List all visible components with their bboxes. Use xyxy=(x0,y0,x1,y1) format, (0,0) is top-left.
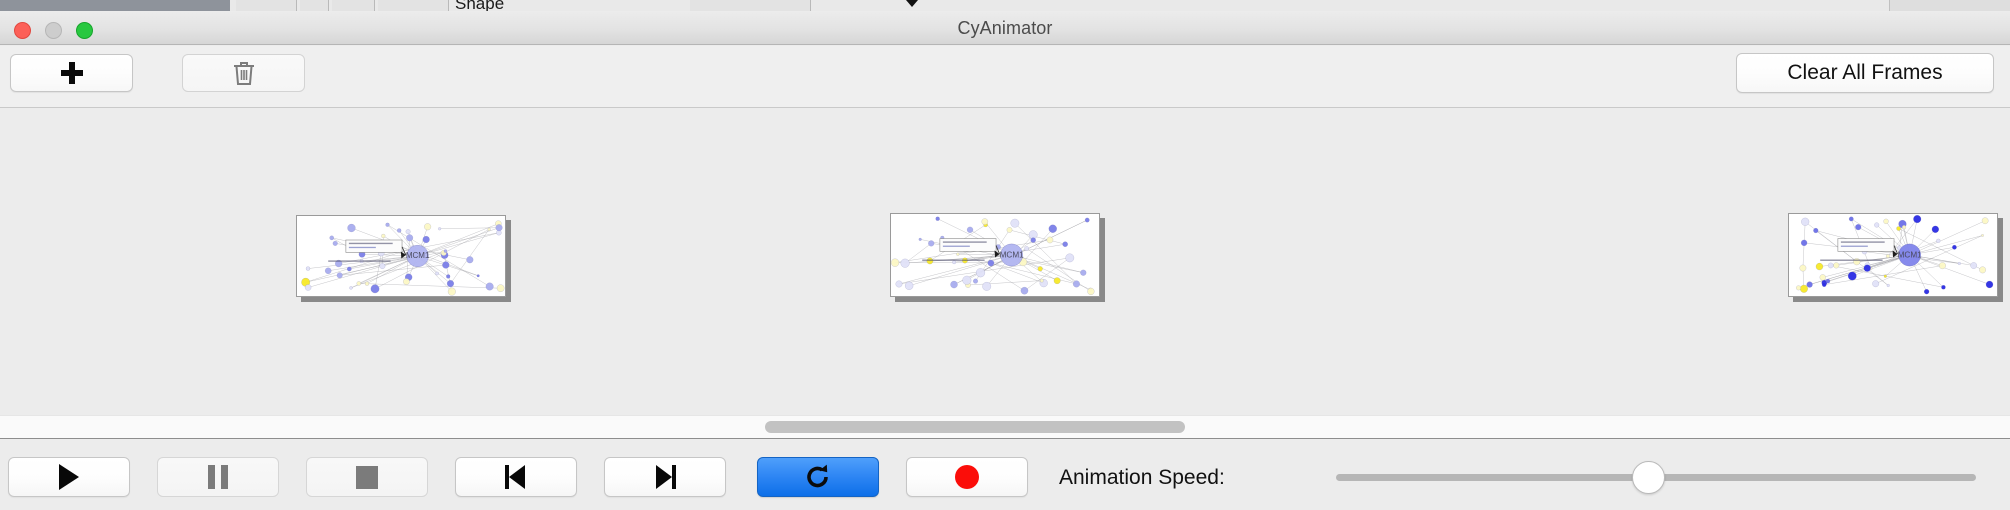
loop-icon xyxy=(807,464,828,488)
background-tab xyxy=(236,0,297,11)
scrollbar-thumb[interactable] xyxy=(765,421,1185,433)
trash-icon xyxy=(233,62,254,85)
background-tab xyxy=(690,0,811,11)
animation-speed-label: Animation Speed: xyxy=(1059,466,1225,489)
loop-button[interactable] xyxy=(757,457,879,497)
background-window-dark-panel xyxy=(0,0,230,11)
stop-icon xyxy=(356,465,378,489)
timeline-frame[interactable] xyxy=(296,215,506,297)
timeline-scrollbar[interactable] xyxy=(0,415,2010,439)
frame-thumbnail xyxy=(891,214,1099,296)
window-title: CyAnimator xyxy=(957,18,1053,38)
background-tab xyxy=(300,0,329,11)
stop-button[interactable] xyxy=(306,457,428,497)
minimize-button[interactable] xyxy=(45,22,62,39)
timeline-panel[interactable]: 2131415161718 Seconds xyxy=(0,109,2010,414)
pause-icon xyxy=(208,465,228,489)
toolbar: Clear All Frames xyxy=(0,46,2010,108)
add-frame-button[interactable] xyxy=(10,54,133,92)
play-button[interactable] xyxy=(8,457,130,497)
frame-thumbnail xyxy=(1789,214,1997,296)
pause-button[interactable] xyxy=(157,457,279,497)
record-button[interactable] xyxy=(906,457,1028,497)
background-tab xyxy=(378,0,449,11)
animation-speed-slider-thumb[interactable] xyxy=(1632,461,1665,494)
skip-previous-button[interactable] xyxy=(455,457,577,497)
background-window-label: Shape xyxy=(455,0,505,11)
play-icon xyxy=(59,464,79,490)
maximize-button[interactable] xyxy=(76,22,93,39)
frame-thumbnail xyxy=(297,216,505,296)
title-bar: CyAnimator xyxy=(0,11,2010,45)
close-button[interactable] xyxy=(14,22,31,39)
delete-frame-button[interactable] xyxy=(182,54,305,92)
skip-next-button[interactable] xyxy=(604,457,726,497)
timeline-frame[interactable] xyxy=(890,213,1100,297)
skip-next-icon xyxy=(654,465,676,489)
timeline-frame[interactable] xyxy=(1788,213,1998,297)
background-cursor-arrow-icon xyxy=(906,0,918,7)
background-tab xyxy=(332,0,375,11)
skip-previous-icon xyxy=(505,465,527,489)
plus-icon xyxy=(60,62,83,84)
clear-all-frames-button[interactable]: Clear All Frames xyxy=(1736,53,1994,93)
background-right-panel xyxy=(1889,0,2010,11)
record-icon xyxy=(955,465,979,489)
playback-control-bar: Animation Speed: xyxy=(0,441,2010,510)
background-window-strip: Shape xyxy=(0,0,2010,11)
